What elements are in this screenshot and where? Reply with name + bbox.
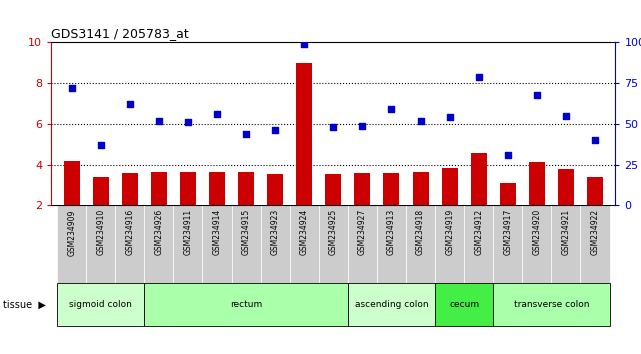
FancyBboxPatch shape <box>377 205 406 283</box>
Point <box>241 131 251 137</box>
FancyBboxPatch shape <box>203 205 231 283</box>
Text: sigmoid colon: sigmoid colon <box>69 300 132 309</box>
FancyBboxPatch shape <box>86 205 115 283</box>
FancyBboxPatch shape <box>406 205 435 283</box>
FancyBboxPatch shape <box>115 205 144 283</box>
FancyBboxPatch shape <box>522 205 551 283</box>
Bar <box>122 173 138 205</box>
Bar <box>326 174 341 205</box>
Bar <box>238 172 254 205</box>
Text: GSM234917: GSM234917 <box>503 209 512 256</box>
Text: tissue  ▶: tissue ▶ <box>3 299 46 309</box>
Text: transverse colon: transverse colon <box>513 300 589 309</box>
FancyBboxPatch shape <box>319 205 348 283</box>
Text: GSM234926: GSM234926 <box>154 209 163 256</box>
Bar <box>442 168 458 205</box>
Point <box>328 124 338 130</box>
Bar <box>413 172 429 205</box>
Bar <box>267 174 283 205</box>
Point <box>444 115 454 120</box>
Text: GSM234919: GSM234919 <box>445 209 454 256</box>
Bar <box>354 173 370 205</box>
FancyBboxPatch shape <box>290 205 319 283</box>
FancyBboxPatch shape <box>464 205 493 283</box>
Point <box>503 152 513 158</box>
Text: GSM234916: GSM234916 <box>125 209 134 256</box>
Text: GSM234914: GSM234914 <box>213 209 222 256</box>
Bar <box>500 183 516 205</box>
Text: GDS3141 / 205783_at: GDS3141 / 205783_at <box>51 27 189 40</box>
Text: GSM234912: GSM234912 <box>474 209 483 255</box>
Text: GSM234913: GSM234913 <box>387 209 396 256</box>
Bar <box>529 161 545 205</box>
Text: rectum: rectum <box>230 300 262 309</box>
FancyBboxPatch shape <box>261 205 290 283</box>
Point <box>415 118 426 124</box>
FancyBboxPatch shape <box>174 205 203 283</box>
FancyBboxPatch shape <box>144 283 348 326</box>
Point <box>96 142 106 148</box>
Point <box>590 137 600 143</box>
Point <box>299 41 310 47</box>
Point <box>561 113 571 119</box>
Bar <box>63 161 79 205</box>
FancyBboxPatch shape <box>348 205 377 283</box>
Point <box>532 92 542 97</box>
Text: GSM234925: GSM234925 <box>329 209 338 256</box>
Text: GSM234923: GSM234923 <box>271 209 279 256</box>
FancyBboxPatch shape <box>581 205 610 283</box>
Point <box>183 119 193 125</box>
Bar <box>296 63 312 205</box>
Bar <box>587 177 603 205</box>
Bar <box>180 172 196 205</box>
FancyBboxPatch shape <box>57 205 86 283</box>
FancyBboxPatch shape <box>435 283 493 326</box>
Point <box>124 102 135 107</box>
FancyBboxPatch shape <box>493 205 522 283</box>
Text: cecum: cecum <box>449 300 479 309</box>
Text: GSM234909: GSM234909 <box>67 209 76 256</box>
Point <box>67 85 77 91</box>
Text: GSM234924: GSM234924 <box>300 209 309 256</box>
Point <box>474 74 484 80</box>
FancyBboxPatch shape <box>231 205 261 283</box>
Point <box>212 111 222 117</box>
Text: GSM234918: GSM234918 <box>416 209 425 255</box>
Point <box>154 118 164 124</box>
Bar <box>209 172 225 205</box>
FancyBboxPatch shape <box>144 205 174 283</box>
FancyBboxPatch shape <box>435 205 464 283</box>
Point <box>270 127 280 133</box>
Text: GSM234910: GSM234910 <box>96 209 105 256</box>
Text: GSM234915: GSM234915 <box>242 209 251 256</box>
Bar <box>383 173 399 205</box>
Text: GSM234921: GSM234921 <box>562 209 570 255</box>
Text: GSM234911: GSM234911 <box>183 209 192 255</box>
Bar <box>470 153 487 205</box>
Bar <box>93 177 109 205</box>
Point <box>387 107 397 112</box>
Bar <box>558 169 574 205</box>
Text: GSM234920: GSM234920 <box>533 209 542 256</box>
Bar <box>151 172 167 205</box>
Point <box>357 123 367 129</box>
FancyBboxPatch shape <box>551 205 581 283</box>
Text: ascending colon: ascending colon <box>354 300 428 309</box>
Text: GSM234922: GSM234922 <box>590 209 599 255</box>
FancyBboxPatch shape <box>493 283 610 326</box>
Text: GSM234927: GSM234927 <box>358 209 367 256</box>
FancyBboxPatch shape <box>348 283 435 326</box>
FancyBboxPatch shape <box>57 283 144 326</box>
